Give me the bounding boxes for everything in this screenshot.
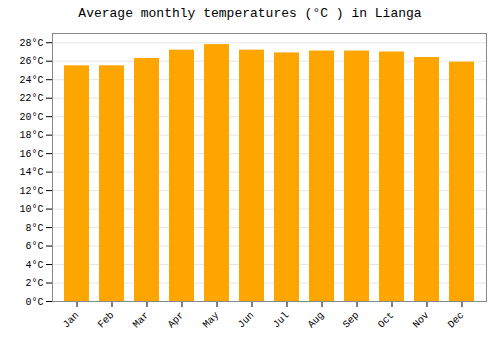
svg-text:14°C: 14°C: [19, 167, 43, 178]
svg-text:Mar: Mar: [131, 310, 152, 331]
svg-text:Feb: Feb: [96, 310, 117, 331]
svg-text:0°C: 0°C: [25, 297, 43, 308]
svg-text:26°C: 26°C: [19, 56, 43, 67]
svg-text:4°C: 4°C: [25, 260, 43, 271]
svg-text:22°C: 22°C: [19, 93, 43, 104]
svg-text:10°C: 10°C: [19, 204, 43, 215]
svg-text:28°C: 28°C: [19, 38, 43, 49]
html-text:Average monthly temperatures (: Average monthly temperatures (°C ) in Li…: [78, 6, 422, 21]
svg-text:Nov: Nov: [411, 310, 432, 331]
svg-text:Aug: Aug: [306, 310, 327, 331]
svg-text:Jun: Jun: [236, 310, 257, 331]
svg-text:Jan: Jan: [61, 310, 82, 331]
svg-text:May: May: [201, 310, 222, 331]
svg-text:Apr: Apr: [166, 310, 187, 331]
svg-text:8°C: 8°C: [25, 223, 43, 234]
svg-text:16°C: 16°C: [19, 149, 43, 160]
svg-text:Oct: Oct: [376, 310, 397, 331]
svg-text:6°C: 6°C: [25, 241, 43, 252]
svg-text:20°C: 20°C: [19, 112, 43, 123]
svg-text:2°C: 2°C: [25, 278, 43, 289]
svg-text:Sep: Sep: [341, 310, 362, 331]
svg-text:24°C: 24°C: [19, 75, 43, 86]
svg-text:Jul: Jul: [271, 310, 292, 331]
svg-text:18°C: 18°C: [19, 130, 43, 141]
svg-text:Dec: Dec: [446, 310, 467, 331]
svg-text:12°C: 12°C: [19, 186, 43, 197]
